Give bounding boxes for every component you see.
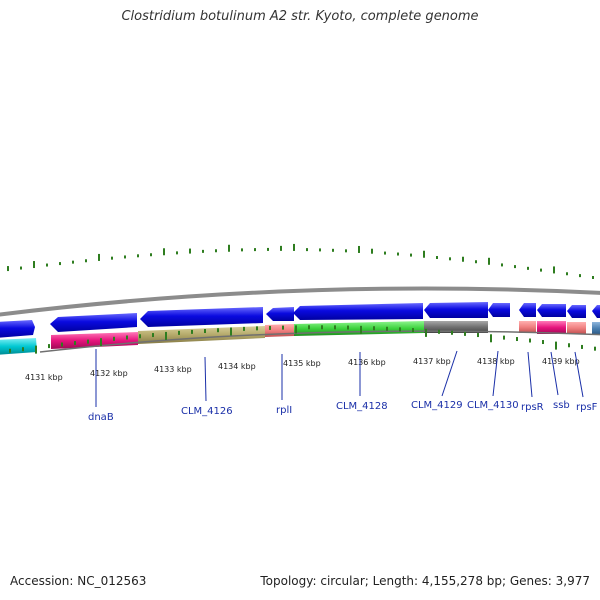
kbp-label: 4133 kbp [154,365,192,374]
gene-label-rpsr: rpsR [521,402,544,413]
callout-line [441,350,458,397]
callout-line [550,351,559,396]
backbone-inner-ring [39,330,600,353]
gc-content-ticks [7,243,594,279]
kbp-label: 4131 kbp [25,373,63,382]
scale-ticks [9,325,596,354]
gene-label-clm-4128: CLM_4128 [336,401,388,412]
cds-arrow [567,305,586,318]
kbp-label: 4137 kbp [413,357,451,366]
gene-label-rpli: rplI [276,405,292,416]
callout-line [574,351,584,398]
kbp-label: 4138 kbp [477,357,515,366]
kbp-label: 4134 kbp [218,362,256,371]
gene-label-callouts [95,349,584,407]
cds-arrow [140,307,263,327]
backbone-outer-ring [0,286,600,317]
gene-label-clm-4126: CLM_4126 [181,406,233,417]
callout-line [204,356,207,402]
cds-arrow [592,305,600,318]
cds-arrow [50,313,137,332]
callout-line [527,351,533,398]
cog-segment [567,322,586,334]
cds-arrow [488,303,510,317]
accession-label: Accession: NC_012563 [10,574,147,588]
cog-segment [294,321,424,336]
kbp-scale-labels: 4131 kbp 4132 kbp 4133 kbp 4134 kbp 4135… [25,357,580,382]
gene-label-rpsf: rpsF [576,402,598,413]
cog-segment [592,322,600,335]
gene-label-clm-4130: CLM_4130 [467,400,519,411]
cog-segment [0,338,37,355]
callout-line [492,350,499,397]
cds-feature-track [0,302,600,338]
kbp-label: 4136 kbp [348,358,386,367]
cds-arrow [519,303,536,317]
cds-arrow [537,304,566,317]
kbp-label: 4132 kbp [90,369,128,378]
kbp-label: 4139 kbp [542,357,580,366]
gene-label-clm-4129: CLM_4129 [411,400,463,411]
cog-segment [519,321,536,333]
cds-arrow [0,320,35,338]
kbp-label: 4135 kbp [283,359,321,368]
cds-arrow [424,302,488,318]
gene-label-ssb: ssb [553,400,570,411]
genome-title: Clostridium botulinum A2 str. Kyoto, com… [121,9,479,24]
gene-label-dnab: dnaB [88,412,114,423]
cds-arrow [293,303,423,320]
genome-summary-label: Topology: circular; Length: 4,155,278 bp… [260,574,590,588]
gene-labels: dnaB CLM_4126 rplI CLM_4128 CLM_4129 CLM… [88,400,598,423]
cds-arrow [266,307,294,321]
cog-segment [537,321,566,334]
